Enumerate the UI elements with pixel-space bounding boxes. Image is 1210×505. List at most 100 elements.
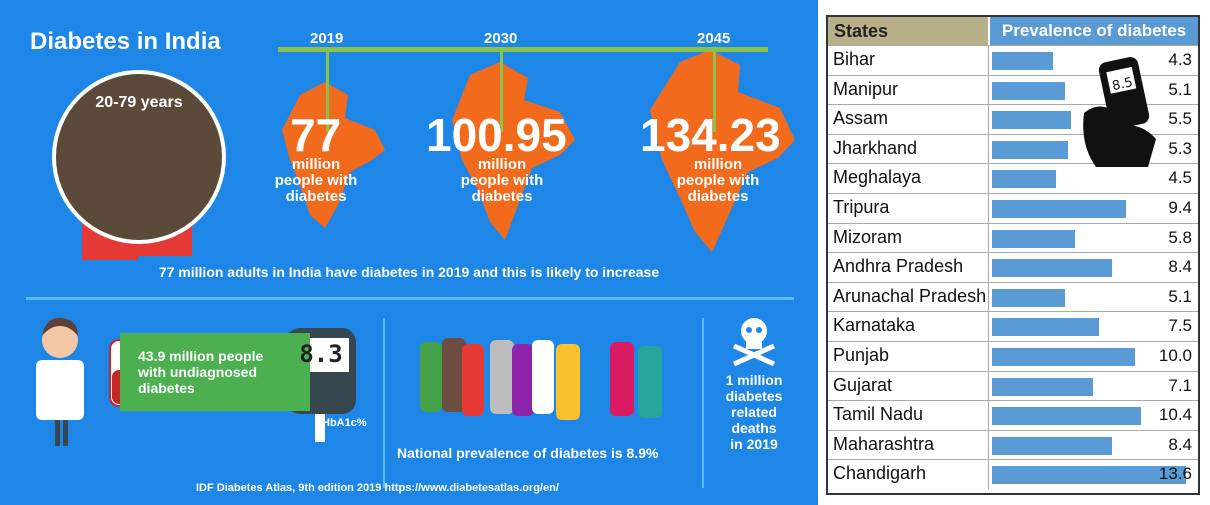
india-map-2045 (650, 50, 795, 252)
deaths-text: 1 million diabetes related deaths in 201… (718, 372, 790, 452)
table-header: States Prevalence of diabetes (828, 17, 1198, 45)
prevalence-bar (992, 348, 1135, 366)
table-row: Jharkhand 5.3 (828, 133, 1198, 164)
caption-line: million (291, 156, 341, 173)
crowd-illustration (420, 338, 662, 420)
column-separator (988, 134, 989, 164)
prevalence-bar (992, 407, 1141, 426)
deaths-line: diabetes (725, 388, 783, 404)
prevalence-value: 5.1 (1168, 79, 1192, 99)
timeline-tick-2019 (326, 52, 329, 132)
prevalence-bar (992, 229, 1075, 248)
prevalence-bar (992, 377, 1094, 396)
diabetes-infographic: Diabetes in India 20-79 years 2019 2030 … (0, 0, 818, 505)
deaths-line: 1 million (725, 372, 783, 388)
prevalence-value: 5.1 (1168, 286, 1192, 306)
count-2045: 134.23 (640, 109, 781, 161)
undiagnosed-line: with undiagnosed (138, 364, 257, 380)
state-name: Bihar (833, 49, 876, 69)
table-row: Maharashtra 8.4 (828, 429, 1198, 460)
hand-glucometer-icon: 8.5 (1083, 57, 1156, 167)
column-separator (988, 46, 989, 75)
summary-text: 77 million adults in India have diabetes… (158, 264, 660, 280)
table-row: Chandigarh 13.6 (828, 459, 1198, 489)
source-citation: IDF Diabetes Atlas, 9th edition 2019 htt… (196, 482, 559, 494)
table-row: Tripura 9.4 (828, 193, 1198, 223)
year-label-2045: 2045 (697, 30, 731, 47)
column-separator (988, 253, 989, 282)
caption-line: people with (274, 172, 358, 189)
prevalence-bar (992, 436, 1112, 455)
column-separator (988, 164, 989, 193)
caption-line: million (477, 156, 527, 173)
prevalence-bar (992, 81, 1065, 100)
prevalence-value: 8.4 (1168, 434, 1192, 454)
prevalence-value: 7.5 (1168, 316, 1192, 336)
timeline-tick-2045 (713, 52, 716, 132)
column-separator (988, 401, 989, 430)
column-separator (988, 223, 989, 253)
state-name: Tripura (833, 197, 890, 217)
state-name: Assam (833, 108, 889, 129)
undiagnosed-text: 43.9 million people with undiagnosed dia… (138, 348, 308, 396)
prevalence-bar (992, 259, 1112, 278)
column-separator (988, 342, 989, 371)
column-separator (988, 371, 989, 401)
header-states: States (828, 17, 988, 45)
deaths-line: related (731, 404, 777, 420)
table-row: Arunachal Pradesh 5.1 (828, 281, 1198, 312)
prevalence-value: 10.4 (1158, 405, 1192, 425)
deaths-line: in 2019 (730, 436, 778, 452)
timeline-bar (278, 47, 768, 52)
national-prevalence: National prevalence of diabetes is 8.9% (397, 445, 659, 461)
prevalence-value: 9.4 (1168, 198, 1192, 217)
count-2019: 77 (290, 109, 342, 161)
prevalence-value: 5.3 (1168, 138, 1192, 158)
india-map-2019 (282, 82, 385, 228)
caption-line: people with (676, 172, 760, 189)
state-name: Jharkhand (833, 137, 918, 158)
table-row: Punjab 10.0 (828, 341, 1198, 371)
state-name: Tamil Nadu (833, 404, 924, 425)
infographic-title: Diabetes in India (30, 28, 221, 55)
table-row: Mizoram 5.8 (828, 222, 1198, 253)
table-row: Karnataka 7.5 (828, 311, 1198, 341)
handheld-reading: 8.5 (1111, 75, 1134, 94)
column-divider (702, 318, 704, 488)
caption-line: million (693, 156, 743, 173)
undiagnosed-line: 43.9 million people (138, 348, 264, 364)
prevalence-value: 5.5 (1168, 109, 1192, 129)
table-row: Bihar 4.3 (828, 45, 1198, 75)
count-caption-2030: million people with diabetes (452, 157, 552, 205)
prevalence-value: 5.8 (1168, 227, 1192, 247)
column-separator (988, 460, 989, 489)
timeline-tick-2030 (500, 52, 503, 132)
prevalence-bar (992, 170, 1057, 189)
state-name: Manipur (833, 78, 899, 99)
prevalence-bar (992, 466, 1187, 485)
state-name: Chandigarh (833, 463, 927, 484)
column-separator (988, 194, 989, 223)
table-row: Andhra Pradesh 8.4 (828, 252, 1198, 282)
prevalence-bar (992, 318, 1100, 337)
prevalence-value: 10.0 (1158, 346, 1192, 365)
state-name: Arunachal Pradesh (833, 285, 987, 306)
year-label-2019: 2019 (310, 30, 344, 47)
prevalence-bar (992, 52, 1054, 70)
state-name: Mizoram (833, 226, 903, 247)
prevalence-value: 13.6 (1158, 464, 1192, 484)
column-divider (383, 318, 385, 488)
table-row: Assam 5.5 (828, 104, 1198, 134)
doctor-illustration (36, 317, 84, 446)
prevalence-bar (992, 140, 1068, 159)
prevalence-bar (992, 200, 1127, 218)
state-prevalence-table: States Prevalence of diabetes Bihar 4.3 Ma… (826, 15, 1200, 495)
meter-reading: 8.3 (299, 340, 343, 368)
prevalence-bar (992, 288, 1065, 307)
deaths-line: deaths (731, 420, 777, 436)
count-caption-2019: million people with diabetes (268, 157, 364, 205)
table-row: Manipur 5.1 (828, 74, 1198, 105)
state-name: Karnataka (833, 315, 916, 336)
state-name: Punjab (833, 345, 890, 365)
table-row: Gujarat 7.1 (828, 370, 1198, 401)
